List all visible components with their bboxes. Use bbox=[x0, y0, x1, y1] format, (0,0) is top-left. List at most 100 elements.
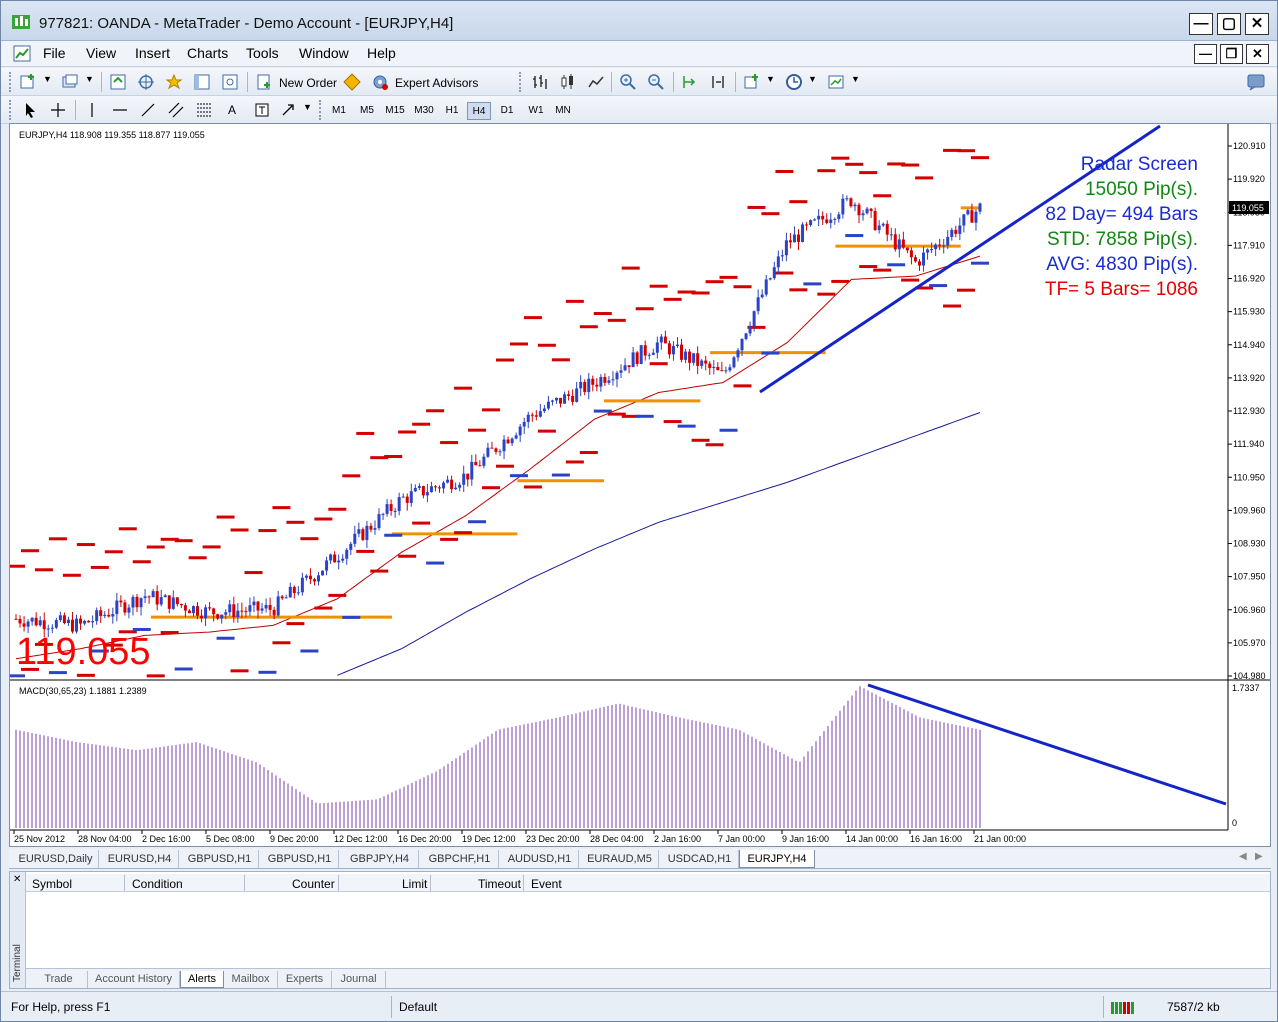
column-counter[interactable]: Counter bbox=[292, 877, 335, 891]
text-tool-icon[interactable]: A bbox=[228, 103, 237, 117]
zoom-out-icon[interactable] bbox=[647, 73, 665, 91]
dropdown-arrow-icon[interactable]: ▼ bbox=[303, 102, 312, 112]
dropdown-arrow-icon[interactable]: ▼ bbox=[851, 74, 860, 84]
auto-scroll-icon[interactable] bbox=[681, 73, 699, 91]
timeframe-m1[interactable]: M1 bbox=[332, 105, 346, 116]
bar-chart-icon[interactable] bbox=[531, 73, 549, 91]
line-chart-icon[interactable] bbox=[587, 73, 605, 91]
metaeditor-icon[interactable] bbox=[343, 73, 361, 91]
menu-file[interactable]: File bbox=[43, 45, 66, 61]
toolbar-grip[interactable] bbox=[9, 72, 13, 92]
column-timeout[interactable]: Timeout bbox=[478, 877, 521, 891]
timeframe-h4[interactable]: H4 bbox=[467, 102, 491, 120]
close-button[interactable]: ✕ bbox=[1245, 13, 1269, 35]
toolbar-grip[interactable] bbox=[319, 100, 323, 120]
timeframe-d1[interactable]: D1 bbox=[500, 105, 514, 116]
menu-help[interactable]: Help bbox=[367, 45, 396, 61]
zoom-in-icon[interactable] bbox=[619, 73, 637, 91]
column-divider[interactable] bbox=[338, 875, 339, 891]
maximize-button[interactable]: ▢ bbox=[1217, 13, 1241, 35]
candlestick-icon[interactable] bbox=[559, 73, 577, 91]
market-watch-icon[interactable] bbox=[109, 73, 127, 91]
chart-window[interactable]: 120.910119.920118.930117.910116.920115.9… bbox=[9, 123, 1271, 847]
timeframe-m5[interactable]: M5 bbox=[360, 105, 374, 116]
vertical-line-icon[interactable] bbox=[83, 101, 101, 119]
column-divider[interactable] bbox=[523, 875, 524, 891]
column-symbol[interactable]: Symbol bbox=[32, 877, 73, 891]
chart-tab[interactable]: GBPUSD,H1 bbox=[181, 850, 259, 868]
profiles-icon[interactable] bbox=[61, 73, 79, 91]
menu-charts[interactable]: Charts bbox=[187, 45, 229, 61]
chart-tab[interactable]: USDCAD,H1 bbox=[661, 850, 739, 868]
fibonacci-icon[interactable] bbox=[195, 101, 213, 119]
timeframe-w1[interactable]: W1 bbox=[528, 105, 544, 116]
column-divider[interactable] bbox=[430, 875, 431, 891]
menu-window[interactable]: Window bbox=[299, 45, 349, 61]
tab-scroll-right-icon[interactable]: ▶ bbox=[1255, 851, 1263, 862]
chart-tab[interactable]: EURUSD,H4 bbox=[101, 850, 179, 868]
chart-tab[interactable]: GBPCHF,H1 bbox=[421, 850, 499, 868]
toolbar-grip[interactable] bbox=[519, 72, 523, 92]
chart-tab[interactable]: EURUSD,Daily bbox=[13, 850, 99, 868]
close-icon: ✕ bbox=[1250, 15, 1264, 32]
dropdown-arrow-icon[interactable]: ▼ bbox=[43, 74, 52, 84]
dropdown-arrow-icon[interactable]: ▼ bbox=[808, 74, 817, 84]
chart-canvas[interactable]: 120.910119.920118.930117.910116.920115.9… bbox=[10, 124, 1270, 846]
child-restore-button[interactable]: ❐ bbox=[1220, 44, 1243, 64]
equidistant-channel-icon[interactable] bbox=[167, 101, 185, 119]
trendline-icon[interactable] bbox=[139, 101, 157, 119]
chart-tab-active[interactable]: EURJPY,H4 bbox=[739, 850, 815, 868]
horizontal-line-icon[interactable] bbox=[111, 101, 129, 119]
menu-view[interactable]: View bbox=[86, 45, 117, 61]
dropdown-arrow-icon[interactable]: ▼ bbox=[85, 74, 94, 84]
indicators-icon[interactable] bbox=[743, 73, 761, 91]
column-divider[interactable] bbox=[244, 875, 245, 891]
terminal-icon[interactable] bbox=[193, 73, 211, 91]
new-chart-icon[interactable] bbox=[19, 73, 37, 91]
menu-insert[interactable]: Insert bbox=[135, 45, 171, 61]
timeframe-h1[interactable]: H1 bbox=[445, 105, 459, 116]
arrows-icon[interactable] bbox=[279, 101, 297, 119]
periods-clock-icon[interactable] bbox=[785, 73, 803, 91]
tab-trade[interactable]: Trade bbox=[30, 971, 88, 988]
trendlines[interactable] bbox=[759, 124, 1227, 806]
tab-alerts[interactable]: Alerts bbox=[180, 971, 224, 988]
tab-journal[interactable]: Journal bbox=[332, 971, 386, 988]
terminal-sidebar[interactable]: ✕ Terminal bbox=[10, 872, 26, 988]
chart-tab[interactable]: GBPUSD,H1 bbox=[261, 850, 339, 868]
column-condition[interactable]: Condition bbox=[132, 877, 183, 891]
tab-mailbox[interactable]: Mailbox bbox=[224, 971, 278, 988]
column-event[interactable]: Event bbox=[531, 877, 562, 891]
tab-account-history[interactable]: Account History bbox=[88, 971, 180, 988]
new-order-button[interactable]: New Order bbox=[279, 76, 338, 90]
expert-advisors-button[interactable]: Expert Advisors bbox=[395, 76, 479, 90]
favorites-icon[interactable] bbox=[165, 73, 183, 91]
timeframe-m30[interactable]: M30 bbox=[414, 105, 434, 116]
chat-icon[interactable] bbox=[1247, 73, 1265, 91]
cursor-icon[interactable] bbox=[21, 101, 39, 119]
templates-icon[interactable] bbox=[827, 73, 845, 91]
new-order-icon[interactable] bbox=[255, 73, 273, 91]
chart-tab[interactable]: GBPJPY,H4 bbox=[341, 850, 419, 868]
chart-shift-icon[interactable] bbox=[709, 73, 727, 91]
toolbar-grip[interactable] bbox=[9, 100, 13, 120]
terminal-close-icon[interactable]: ✕ bbox=[13, 874, 22, 885]
text-label-icon[interactable] bbox=[253, 101, 271, 119]
chart-tab[interactable]: AUDUSD,H1 bbox=[501, 850, 579, 868]
child-close-button[interactable]: ✕ bbox=[1246, 44, 1269, 64]
minimize-button[interactable]: — bbox=[1189, 13, 1213, 35]
timeframe-m15[interactable]: M15 bbox=[385, 105, 405, 116]
tab-scroll-left-icon[interactable]: ◀ bbox=[1239, 851, 1247, 862]
expert-advisors-icon[interactable] bbox=[371, 73, 389, 91]
crosshair-icon[interactable] bbox=[49, 101, 67, 119]
strategy-tester-icon[interactable] bbox=[221, 73, 239, 91]
dropdown-arrow-icon[interactable]: ▼ bbox=[766, 74, 775, 84]
timeframe-mn[interactable]: MN bbox=[555, 105, 571, 116]
crosshair-nav-icon[interactable] bbox=[137, 73, 155, 91]
tab-experts[interactable]: Experts bbox=[278, 971, 332, 988]
chart-tab[interactable]: EURAUD,M5 bbox=[581, 850, 659, 868]
menu-tools[interactable]: Tools bbox=[246, 45, 279, 61]
column-limit[interactable]: Limit bbox=[402, 877, 428, 891]
child-minimize-button[interactable]: — bbox=[1194, 44, 1217, 64]
column-divider[interactable] bbox=[124, 875, 125, 891]
